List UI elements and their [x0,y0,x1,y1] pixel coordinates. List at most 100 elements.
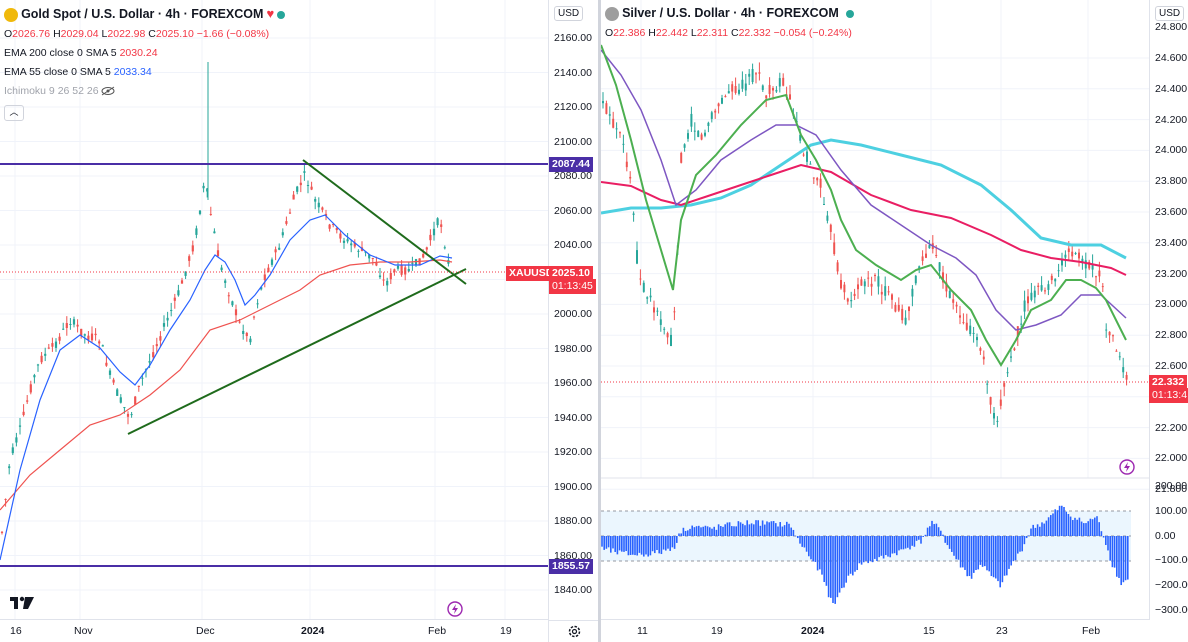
gold-symbol-icon [4,8,18,23]
candle-body [755,73,757,75]
gold-price-axis[interactable]: USD 2160.00 2140.00 2120.00 2100.00 2080.00 2… [548,0,598,620]
currency-selector[interactable]: USD [1155,6,1185,21]
triangle-lower-line [127,268,467,435]
lightning-icon[interactable] [447,601,463,617]
candle-body [26,400,29,402]
candle-body [224,280,227,283]
ichimoku-indicator-row[interactable]: Ichimoku 9 26 52 26 [4,82,285,101]
osc-bar [783,525,786,536]
candle-body [653,307,655,313]
candle-body [989,397,992,405]
osc-bar [1116,536,1118,577]
osc-bar [821,536,823,575]
osc-bar [964,536,966,570]
heart-icon[interactable]: ♥ [266,6,275,21]
osc-bar [684,530,687,536]
candle-body [429,234,432,241]
candle-body [137,385,140,388]
candle-body [738,89,740,94]
candle-body [62,328,65,330]
candle-body [982,356,985,360]
osc-bar [1091,519,1094,536]
candle-body [608,114,611,116]
osc-bar [698,525,700,536]
osc-bar [1072,520,1074,536]
candle-body [843,284,846,293]
candle-body [612,118,615,128]
candle-body [202,185,205,189]
candle-body [198,210,202,214]
silver-price-plot[interactable] [601,0,1149,620]
price-tick: 1960.00 [554,377,592,389]
osc-bar [1111,536,1114,568]
candle-body [1003,383,1006,387]
osc-bar [713,526,715,536]
candle-body [1098,270,1101,277]
resistance-price-label: 2087.44 [549,157,593,172]
candle-body [744,83,747,91]
gold-chart-panel[interactable]: Gold Spot / U.S. Dollar · 4h · FOREXCOM … [0,0,598,642]
osc-bar [678,533,680,536]
silver-chart-panel[interactable]: Silver / U.S. Dollar · 4h · FOREXCOM O22… [601,0,1188,642]
osc-bar [907,536,909,548]
settings-gear-icon[interactable] [568,625,581,638]
osc-bar [962,536,964,568]
market-status-icon [277,11,286,20]
hidden-eye-icon[interactable] [101,86,115,96]
price-tick: 1860.00 [554,549,592,562]
candle-body [877,276,880,287]
ema55-indicator-row[interactable]: EMA 55 close 0 SMA 5 2033.34 [4,66,152,78]
candle-body [840,279,842,289]
candle-body [789,94,791,100]
ema200-indicator-row[interactable]: EMA 200 close 0 SMA 5 2030.24 [4,47,158,59]
tradingview-logo-icon[interactable] [10,596,34,610]
osc-bar [1107,536,1109,551]
osc-bar [825,536,828,586]
osc-bar [924,534,927,536]
candle-body [281,232,284,236]
candle-body [904,317,907,325]
candle-body [393,269,396,273]
collapse-legend-button[interactable]: ︿ [4,105,24,121]
osc-bar [671,536,674,548]
lightning-icon[interactable] [1119,459,1135,475]
candle-body [1125,375,1128,380]
candle-body [260,287,263,290]
price-tick: 2060.00 [554,204,592,217]
silver-time-axis[interactable]: 11 19 2024 15 23 Feb [601,619,1149,642]
candle-body [768,84,771,94]
candle-body [141,377,144,379]
osc-bar [1109,536,1111,561]
price-tick: 1940.00 [554,411,592,424]
osc-bar [728,522,731,536]
osc-bar [979,536,982,565]
candle-body [683,144,686,148]
candle-body [823,204,825,206]
candle-body [829,224,832,232]
panel-divider[interactable] [598,0,601,642]
candle-body [288,212,292,214]
osc-bar [889,536,891,558]
candle-body [357,250,360,252]
candle-body [1047,284,1050,290]
candle-body [1061,259,1063,266]
osc-bar [1003,536,1006,576]
candle-body [1115,350,1118,352]
candle-body [425,247,428,250]
gold-time-axis[interactable]: 16 Nov Dec 2024 Feb 19 [0,619,548,642]
silver-price-axis[interactable]: USD 24.800 24.600 24.400 24.200 24.000 23.80… [1149,0,1188,620]
osc-bar [988,536,990,572]
candle-body [130,414,133,416]
time-tick: Feb [428,625,447,637]
osc-bar [1063,506,1065,536]
candle-body [727,91,730,94]
candle-body [952,299,955,303]
candle-body [184,271,187,276]
osc-bar [882,536,885,559]
candle-body [704,132,706,136]
candle-body [948,290,951,299]
osc-bar [1105,536,1107,546]
price-tick: 2140.00 [554,66,592,79]
gold-price-plot[interactable] [0,0,548,620]
currency-selector[interactable]: USD [554,6,584,21]
